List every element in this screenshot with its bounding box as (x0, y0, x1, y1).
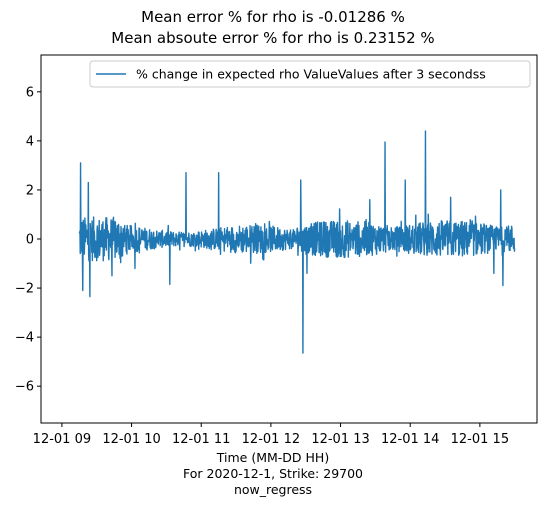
chart-title-line-1: Mean error % for rho is -0.01286 % (141, 8, 405, 26)
y-tick-label: 4 (26, 134, 34, 149)
x-tick-label: 12-01 14 (381, 432, 439, 447)
x-tick-label: 12-01 11 (172, 432, 230, 447)
series-line (78, 130, 516, 354)
y-tick-label: −6 (15, 380, 34, 395)
x-tick-label: 12-01 09 (33, 432, 91, 447)
y-tick-label: 0 (26, 233, 34, 248)
x-axis-sublabel-date-strike: For 2020-12-1, Strike: 29700 (182, 466, 364, 481)
legend-label: % change in expected rho ValueValues aft… (136, 67, 486, 82)
x-tick-label: 12-01 10 (102, 432, 160, 447)
x-axis-sublabel-method: now_regress (233, 482, 313, 497)
chart-title-line-2: Mean absoute error % for rho is 0.23152 … (111, 29, 435, 47)
x-tick-label: 12-01 15 (451, 432, 509, 447)
x-tick-label: 12-01 13 (311, 432, 369, 447)
y-tick-label: −4 (15, 331, 34, 346)
y-tick-label: 6 (26, 85, 34, 100)
legend-box (89, 60, 531, 88)
x-tick-label: 12-01 12 (242, 432, 300, 447)
x-axis-label: Time (MM-DD HH) (216, 450, 330, 465)
y-tick-label: 2 (26, 183, 34, 198)
y-tick-label: −2 (15, 282, 34, 297)
